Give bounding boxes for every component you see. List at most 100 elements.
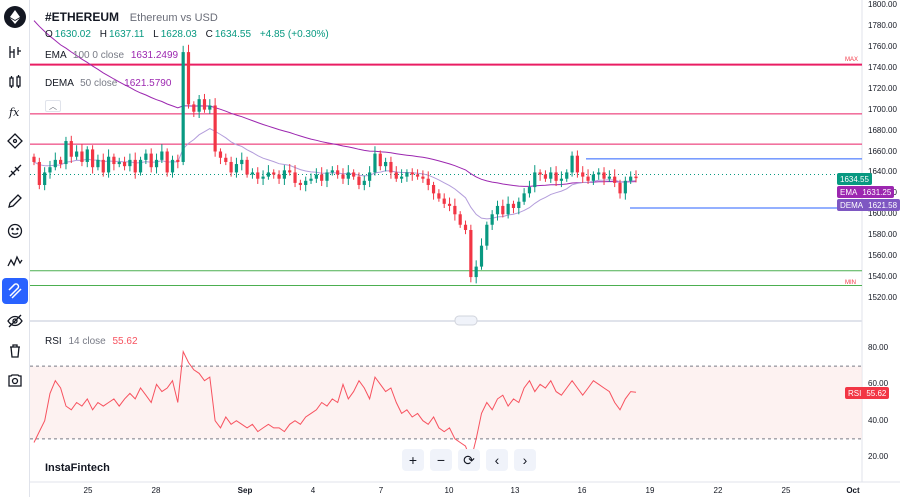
candle[interactable] — [218, 151, 223, 158]
scroll-right-button[interactable]: › — [514, 449, 536, 471]
candle[interactable] — [309, 178, 313, 181]
candle[interactable] — [469, 229, 473, 278]
trend-line-icon[interactable] — [2, 158, 28, 184]
candle[interactable] — [154, 159, 159, 168]
candle[interactable] — [607, 176, 611, 179]
candle-type-icon[interactable] — [2, 39, 28, 65]
candle[interactable] — [240, 159, 244, 165]
candle[interactable] — [80, 151, 84, 162]
candle[interactable] — [485, 224, 489, 246]
candle[interactable] — [197, 99, 201, 112]
hide-drawings-icon[interactable] — [2, 308, 28, 334]
ema-legend[interactable]: EMA 100 0 close 1631.2499 — [45, 50, 178, 61]
candle[interactable] — [543, 174, 548, 179]
candle[interactable] — [479, 245, 484, 267]
candle[interactable] — [341, 174, 345, 179]
zoom-in-button[interactable]: + — [402, 449, 424, 471]
candle[interactable] — [581, 172, 585, 177]
candle[interactable] — [362, 180, 366, 185]
candle[interactable] — [91, 149, 95, 168]
candle[interactable] — [549, 172, 553, 179]
candle[interactable] — [442, 198, 446, 204]
candle[interactable] — [501, 205, 505, 215]
fx-indicators-icon[interactable]: fx — [2, 99, 28, 125]
candle[interactable] — [437, 193, 441, 199]
candle[interactable] — [527, 187, 532, 194]
candle[interactable] — [517, 201, 521, 209]
candle[interactable] — [575, 155, 579, 173]
collapse-legend-button[interactable]: ︿ — [45, 100, 61, 112]
candle[interactable] — [320, 174, 324, 181]
candle[interactable] — [192, 104, 196, 112]
candle[interactable] — [410, 172, 414, 175]
candle[interactable] — [570, 155, 574, 173]
candle[interactable] — [144, 153, 148, 160]
candle[interactable] — [59, 159, 63, 165]
delete-icon[interactable] — [2, 338, 28, 364]
candle[interactable] — [165, 151, 169, 173]
candle[interactable] — [293, 172, 297, 183]
candle[interactable] — [447, 203, 452, 206]
pane-resize-handle[interactable] — [454, 315, 478, 326]
candle[interactable] — [48, 167, 52, 173]
candle[interactable] — [234, 164, 239, 173]
candle[interactable] — [213, 105, 217, 152]
candle[interactable] — [37, 161, 41, 185]
candle[interactable] — [272, 172, 276, 175]
dema-legend[interactable]: DEMA 50 close 1621.5790 — [45, 78, 171, 89]
candle[interactable] — [623, 180, 627, 194]
candle[interactable] — [586, 176, 590, 181]
candle[interactable] — [506, 203, 510, 215]
candle[interactable] — [128, 159, 132, 167]
candle[interactable] — [378, 153, 382, 167]
candle[interactable] — [394, 172, 398, 179]
candle[interactable] — [69, 141, 73, 157]
candle[interactable] — [282, 170, 286, 179]
candle[interactable] — [591, 174, 595, 181]
magnet-icon[interactable] — [2, 278, 28, 304]
candle[interactable] — [298, 182, 302, 185]
candle[interactable] — [75, 151, 79, 157]
candle[interactable] — [304, 180, 308, 185]
candle[interactable] — [101, 159, 105, 173]
candle[interactable] — [522, 193, 526, 202]
symbol-ticker[interactable]: #ETHEREUM — [45, 10, 120, 24]
candle[interactable] — [389, 161, 393, 173]
rsi-line[interactable] — [33, 349, 637, 463]
candle[interactable] — [229, 161, 233, 173]
candle[interactable] — [357, 176, 361, 185]
candle[interactable] — [288, 170, 292, 173]
candle[interactable] — [224, 157, 228, 162]
candle[interactable] — [208, 105, 212, 110]
candle[interactable] — [336, 170, 340, 175]
candle[interactable] — [458, 214, 462, 225]
candle[interactable] — [399, 176, 404, 179]
candle[interactable] — [618, 182, 622, 194]
zoom-out-button[interactable]: − — [430, 449, 452, 471]
candle[interactable] — [405, 172, 409, 177]
candle[interactable] — [613, 176, 617, 183]
candle[interactable] — [43, 172, 47, 185]
candle[interactable] — [261, 176, 265, 179]
candle[interactable] — [490, 214, 494, 225]
candle[interactable] — [96, 159, 100, 168]
candle[interactable] — [431, 184, 436, 194]
candle[interactable] — [415, 174, 420, 177]
pattern-icon[interactable] — [2, 248, 28, 274]
candle[interactable] — [565, 172, 569, 179]
candle[interactable] — [122, 161, 127, 167]
reset-chart-button[interactable]: ⟳ — [458, 449, 480, 471]
candle[interactable] — [202, 99, 207, 110]
candle[interactable] — [64, 141, 68, 165]
candle[interactable] — [368, 172, 372, 181]
candle[interactable] — [373, 153, 377, 173]
candle[interactable] — [629, 176, 633, 181]
candle[interactable] — [186, 52, 191, 105]
scroll-left-button[interactable]: ‹ — [486, 449, 508, 471]
candle[interactable] — [330, 170, 334, 173]
candle[interactable] — [176, 159, 180, 162]
rsi-legend[interactable]: RSI 14 close 55.62 — [45, 336, 138, 347]
candle[interactable] — [138, 159, 143, 173]
candle[interactable] — [112, 156, 116, 165]
